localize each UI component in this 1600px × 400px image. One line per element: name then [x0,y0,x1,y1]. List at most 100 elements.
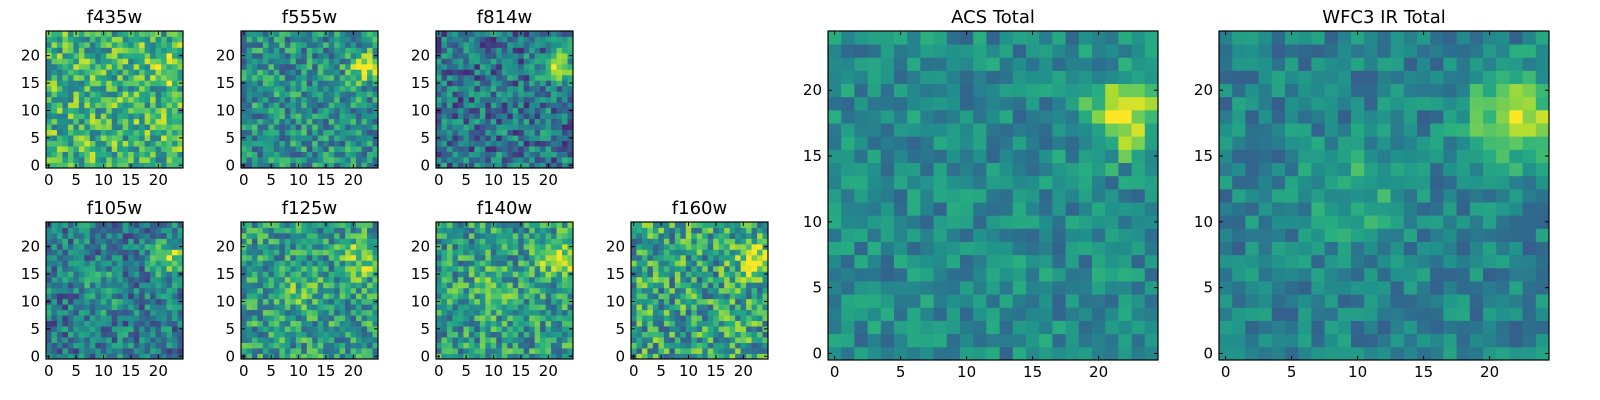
heatmap-cell [166,309,173,316]
heatmap-cell [372,129,379,136]
heatmap-cell [290,265,297,272]
heatmap-cell [534,63,541,70]
heatmap-cell [262,52,269,59]
heatmap-cell [111,102,118,109]
heatmap-cell [306,162,313,169]
heatmap-cell [490,320,497,327]
heatmap-cell [907,175,921,190]
heatmap-cell [680,342,687,349]
heatmap-cell [757,271,763,278]
heatmap-cell [669,238,676,245]
heatmap-cell [257,31,264,37]
heatmap-cell [647,298,654,305]
heatmap-cell [46,287,52,294]
heatmap-cell [62,287,69,294]
heatmap-cell [251,129,258,136]
heatmap-cell [128,238,135,245]
heatmap-cell [290,353,297,360]
heatmap-cell [523,276,530,283]
heatmap-cell [89,282,96,289]
heatmap-cell [177,254,184,261]
heatmap-cell [663,287,670,294]
heatmap-cell [556,151,563,158]
heatmap-cell [279,41,286,48]
heatmap-cell [317,309,324,316]
heatmap-cell [306,320,313,327]
heatmap-cell [474,107,481,114]
heatmap-cell [78,337,85,343]
heatmap-cell [67,118,74,125]
heatmap-cell [367,151,373,158]
heatmap-cell [317,91,324,98]
heatmap-cell [312,102,319,109]
heatmap-cell [567,238,574,245]
heatmap-cell [111,91,118,98]
heatmap-cell [279,276,286,283]
heatmap-cell [1131,215,1146,229]
heatmap-cell [529,254,536,261]
heatmap-cell [251,124,258,131]
heatmap-cell [78,63,85,70]
heatmap-cell [735,353,741,360]
heatmap-cell [295,96,302,103]
heatmap-cell [512,74,519,81]
heatmap-cell [551,63,557,70]
heatmap-cell [273,232,280,239]
heatmap-cells [241,31,379,169]
heatmap-cell [534,146,541,152]
heatmap-cell [306,157,313,163]
heatmap-cell [111,271,118,278]
heatmap-cell [507,304,514,311]
heatmap-cell [106,47,113,54]
heatmap-cell [367,222,373,228]
heatmap-cell [67,80,74,87]
heatmap-cell [95,52,102,59]
heatmap-cell [436,227,442,234]
heatmap-cell [89,304,96,311]
heatmap-cell [323,135,330,141]
heatmap-cell [534,140,541,147]
heatmap-cell [551,287,557,294]
x-tick-label: 15 [511,171,530,189]
heatmap-cell [89,58,96,65]
heatmap-cell [441,162,448,169]
heatmap-cell [128,249,135,256]
heatmap-cell [501,353,508,360]
heatmap-cell [356,91,362,98]
heatmap-cell [172,151,178,158]
heatmap-cell [751,353,758,360]
heatmap-cell [907,241,921,256]
heatmap-cell [551,315,557,322]
heatmap-cell [545,326,552,332]
panel-title: f160w [672,198,727,219]
heatmap-cell [144,353,151,360]
heatmap-cell [56,298,63,305]
heatmap-cell [641,232,648,239]
heatmap-cell [334,337,341,343]
heatmap-cell [556,69,563,76]
heatmap-cell [356,276,362,283]
heatmap-cell [117,304,124,311]
heatmap-cell [718,315,725,322]
heatmap-cell [1105,188,1119,203]
heatmap-cell [523,243,530,250]
heatmap-cell [691,315,698,322]
heatmap-cell [523,107,530,114]
x-tick-label: 15 [511,362,530,380]
heatmap-cell [658,249,665,256]
heatmap-cell [641,320,648,327]
heatmap-cell [696,315,703,322]
heatmap-cell [507,151,514,158]
heatmap-cell [150,36,156,43]
heatmap-cell [241,282,247,289]
heatmap-cell [356,282,362,289]
heatmap-cell [441,265,448,272]
heatmap-cell [117,74,124,81]
heatmap-cell [161,74,167,81]
heatmap-cell [150,353,156,360]
heatmap-cell [452,293,459,300]
heatmap-cell [658,265,665,272]
heatmap-cell [669,282,676,289]
heatmap-cell [973,333,987,348]
heatmap-cell [361,146,368,152]
